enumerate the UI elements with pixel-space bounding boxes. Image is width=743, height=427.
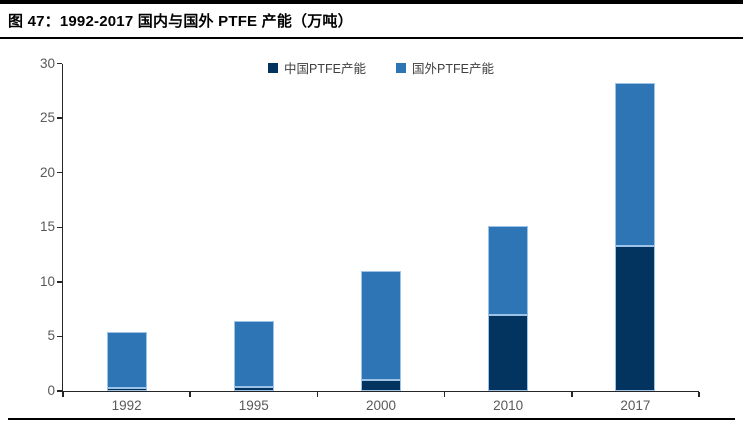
y-tick-label: 15 [39,219,55,235]
bottom-rule [8,418,735,420]
x-tick-label: 2010 [493,398,524,413]
bar-segment-foreign [233,321,274,387]
bar-segment-china [488,314,529,391]
x-tick-label: 1995 [238,398,269,413]
legend-item-china: 中国PTFE产能 [268,58,366,77]
legend-marker-foreign-icon [396,62,406,73]
legend-item-foreign: 国外PTFE产能 [396,58,494,77]
title-divider [0,37,743,39]
legend-label-foreign: 国外PTFE产能 [412,62,494,76]
y-tick [56,335,62,338]
x-tick [316,392,319,397]
y-tick [56,117,62,119]
legend-label-china: 中国PTFE产能 [284,62,366,76]
bar-segment-foreign [106,332,147,388]
y-tick-label: 0 [47,383,55,398]
top-rule [0,0,743,4]
figure-title: 图 47：1992-2017 国内与国外 PTFE 产能（万吨） [8,13,353,30]
y-tick-label: 30 [39,55,55,71]
bar-segment-foreign [615,83,656,246]
y-tick [56,226,62,228]
y-tick-label: 20 [39,164,55,180]
bar-segment-china [615,245,656,391]
y-tick [56,390,62,392]
y-tick-label: 25 [39,110,55,126]
x-tick [189,392,191,397]
y-tick-label: 10 [39,273,55,289]
y-tick [56,62,62,65]
x-tick [62,392,64,397]
bar-segment-foreign [488,226,529,315]
y-tick [56,281,62,283]
y-tick-label: 5 [47,328,55,344]
chart-legend: 中国PTFE产能 国外PTFE产能 [63,58,699,77]
x-tick-label: 1992 [111,398,142,413]
x-tick [571,392,573,397]
y-axis [61,63,63,393]
y-tick [56,171,62,174]
x-axis [61,390,699,392]
bar-segment-china [233,386,274,391]
x-tick [698,392,700,397]
x-tick-label: 2017 [620,398,651,413]
legend-marker-china-icon [268,62,279,73]
bar-segment-china [106,387,147,391]
bar-segment-foreign [361,270,401,381]
chart-canvas: 中国PTFE产能 国外PTFE产能 0 5 10 15 20 25 30 1992 1995 20… [0,38,743,418]
x-tick [443,392,446,397]
bar-segment-china [361,380,401,391]
x-tick-label: 2000 [365,398,397,413]
